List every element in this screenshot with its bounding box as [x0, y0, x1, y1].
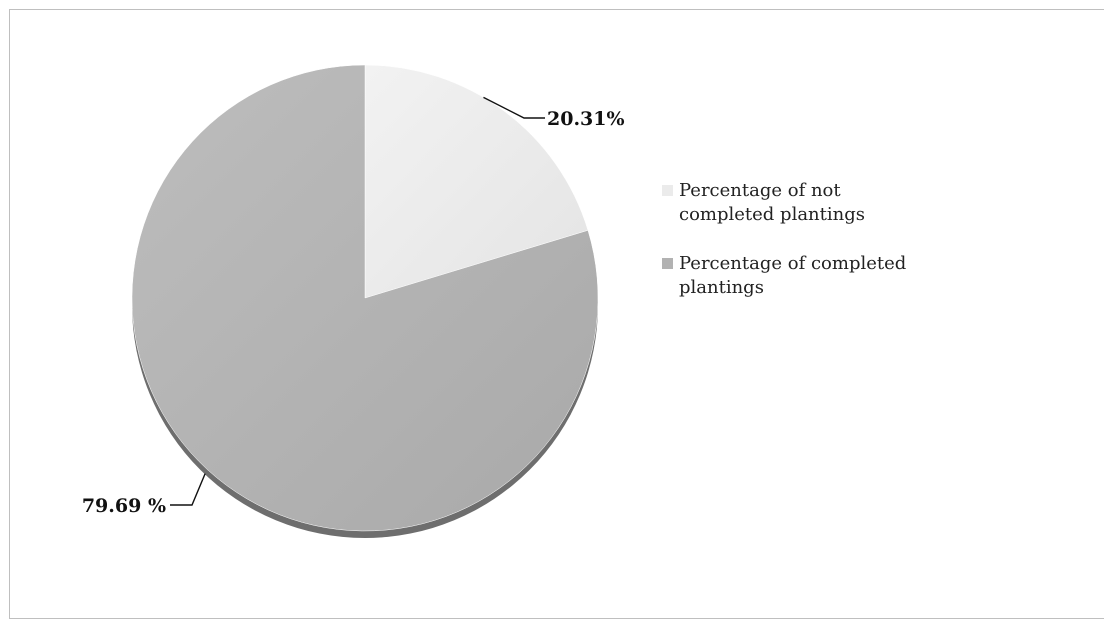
- data-labels: 20.31% 79.69 %: [82, 108, 625, 517]
- pie-chart: 20.31% 79.69 % Percentage of not completed…: [82, 64, 906, 538]
- legend: Percentage of not completed plantings Perc…: [662, 180, 906, 298]
- slice-completed: [131, 64, 599, 532]
- legend-label-completed: Percentage of completed plantings: [679, 253, 906, 298]
- leader-line-not-completed: [483, 96, 545, 119]
- data-label-completed: 79.69 %: [82, 495, 166, 517]
- legend-swatch-completed: [662, 258, 673, 269]
- pie-slices: [131, 64, 599, 532]
- leader-line-completed: [170, 473, 206, 506]
- legend-swatch-not-completed: [662, 185, 673, 196]
- leader-lines: [170, 96, 545, 506]
- legend-label-not-completed: Percentage of not completed plantings: [679, 180, 865, 225]
- slice-not-completed: [364, 64, 589, 299]
- data-label-not-completed: 20.31%: [547, 108, 625, 130]
